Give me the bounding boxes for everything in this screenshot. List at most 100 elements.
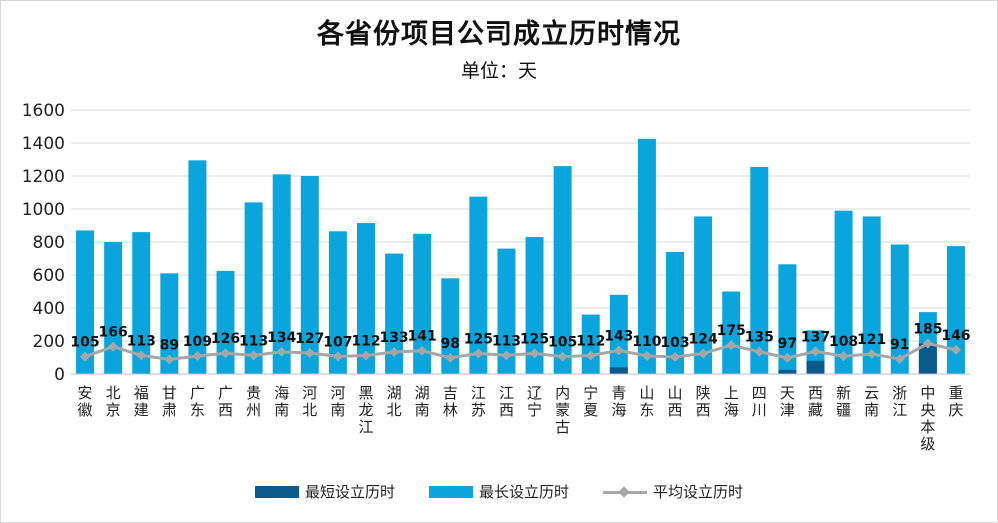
avg-point bbox=[445, 352, 456, 363]
avg-point bbox=[557, 351, 568, 362]
avg-point bbox=[754, 346, 765, 357]
avg-point bbox=[360, 350, 371, 361]
avg-point bbox=[304, 348, 315, 359]
avg-point bbox=[501, 350, 512, 361]
legend-item-max: 最长设立历时 bbox=[428, 481, 569, 502]
bar-max bbox=[750, 166, 769, 374]
y-tick-label: 800 bbox=[33, 233, 65, 253]
bar-max bbox=[637, 138, 656, 374]
avg-data-label: 146 bbox=[941, 328, 970, 344]
avg-data-label: 121 bbox=[857, 332, 886, 348]
avg-data-label: 105 bbox=[548, 335, 577, 351]
avg-point bbox=[248, 350, 259, 361]
x-tick-label: 北京 bbox=[106, 384, 121, 419]
y-tick-label: 400 bbox=[33, 299, 65, 319]
legend-swatch-max bbox=[428, 485, 473, 498]
avg-point bbox=[922, 338, 933, 349]
x-tick-label: 重庆 bbox=[948, 384, 963, 419]
avg-data-label: 113 bbox=[127, 333, 156, 349]
avg-point bbox=[866, 349, 877, 360]
avg-data-label: 137 bbox=[801, 329, 830, 345]
avg-point bbox=[164, 354, 175, 365]
y-tick-label: 0 bbox=[54, 365, 65, 385]
bar-max bbox=[581, 314, 600, 374]
avg-point bbox=[726, 340, 737, 351]
x-tick-label: 内蒙古 bbox=[555, 384, 570, 436]
avg-point bbox=[473, 348, 484, 359]
bar-min bbox=[918, 343, 937, 374]
y-tick-label: 1400 bbox=[22, 134, 65, 154]
avg-point bbox=[698, 348, 709, 359]
x-tick-label: 宁夏 bbox=[583, 384, 598, 419]
bar-max bbox=[497, 248, 516, 374]
x-tick-label: 安徽 bbox=[78, 384, 93, 419]
legend-item-min: 最短设立历时 bbox=[254, 481, 395, 502]
x-tick-label: 浙江 bbox=[892, 384, 907, 419]
avg-data-label: 141 bbox=[408, 329, 437, 345]
avg-point bbox=[894, 353, 905, 364]
avg-line bbox=[84, 341, 957, 361]
bar-max bbox=[76, 230, 95, 374]
x-tick-label: 甘肃 bbox=[162, 384, 177, 419]
x-tick-label: 海南 bbox=[274, 384, 289, 419]
avg-point bbox=[613, 345, 624, 356]
avg-data-label: 103 bbox=[660, 335, 689, 351]
x-tick-label: 贵州 bbox=[246, 384, 261, 419]
x-tick-label: 山西 bbox=[668, 384, 683, 419]
avg-data-label: 98 bbox=[441, 336, 460, 352]
bar-max bbox=[356, 223, 375, 374]
bar-max bbox=[132, 232, 151, 374]
x-tick-label: 湖北 bbox=[387, 384, 402, 419]
bar-max bbox=[216, 270, 235, 374]
avg-point bbox=[80, 351, 91, 362]
x-tick-label: 西藏 bbox=[808, 384, 823, 419]
avg-data-label: 109 bbox=[183, 334, 212, 350]
x-tick-label: 上海 bbox=[724, 384, 739, 419]
legend: 最短设立历时 最长设立历时 平均设立历时 bbox=[0, 481, 998, 502]
bar-max bbox=[469, 196, 488, 374]
avg-data-label: 113 bbox=[492, 333, 521, 349]
x-tick-label: 江西 bbox=[499, 384, 514, 419]
avg-point bbox=[810, 346, 821, 357]
x-tick-label: 广东 bbox=[190, 384, 205, 419]
bar-max bbox=[441, 278, 460, 374]
legend-label-avg: 平均设立历时 bbox=[653, 483, 744, 501]
bar-max bbox=[778, 264, 797, 374]
bar-min bbox=[806, 360, 825, 374]
x-tick-label: 河南 bbox=[330, 384, 345, 419]
avg-data-label: 175 bbox=[717, 323, 746, 339]
x-tick-label: 天津 bbox=[780, 384, 795, 419]
x-tick-label: 江苏 bbox=[471, 384, 486, 419]
legend-swatch-min bbox=[254, 485, 299, 498]
avg-point bbox=[417, 345, 428, 356]
avg-data-label: 126 bbox=[211, 331, 240, 347]
avg-data-label: 185 bbox=[913, 321, 942, 337]
x-tick-label: 新疆 bbox=[836, 384, 851, 419]
avg-data-label: 135 bbox=[745, 330, 774, 346]
y-tick-label: 1000 bbox=[22, 200, 65, 220]
bar-max bbox=[413, 233, 432, 374]
bar-max bbox=[160, 273, 179, 374]
y-tick-label: 1200 bbox=[22, 167, 65, 187]
x-tick-label: 湖南 bbox=[415, 384, 430, 419]
avg-point bbox=[838, 351, 849, 362]
bar-max bbox=[694, 216, 713, 374]
legend-item-avg: 平均设立历时 bbox=[603, 481, 743, 502]
bar-max bbox=[553, 166, 572, 374]
x-tick-label: 辽宁 bbox=[527, 384, 542, 419]
chart-title: 各省份项目公司成立历时情况 bbox=[317, 19, 681, 50]
avg-data-label: 143 bbox=[604, 328, 633, 344]
avg-data-label: 89 bbox=[160, 337, 179, 353]
avg-data-label: 166 bbox=[99, 325, 128, 341]
avg-data-label: 105 bbox=[70, 335, 99, 351]
avg-point bbox=[670, 352, 681, 363]
avg-point bbox=[220, 348, 231, 359]
y-tick-label: 600 bbox=[33, 266, 65, 286]
bar-max bbox=[385, 253, 404, 374]
avg-data-label: 127 bbox=[295, 331, 324, 347]
bar-max bbox=[834, 210, 853, 374]
avg-point bbox=[332, 351, 343, 362]
legend-label-max: 最长设立历时 bbox=[478, 483, 569, 501]
bar-max bbox=[890, 244, 909, 374]
